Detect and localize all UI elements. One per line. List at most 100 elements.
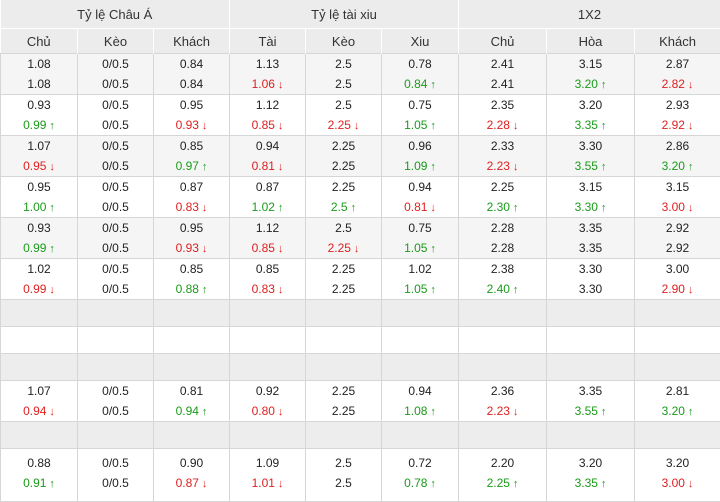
opening-odds: 0.72 xyxy=(382,453,458,473)
arrow-up-icon: ↑ xyxy=(601,406,607,418)
opening-odds: 2.87 xyxy=(635,54,720,74)
odds-value: 0.90 xyxy=(180,456,203,470)
current-odds: 0.88↑ xyxy=(154,279,229,299)
opening-odds: 2.28 xyxy=(459,218,546,238)
current-odds: 0.93↓ xyxy=(154,238,229,258)
odds-value: 3.35 xyxy=(579,221,602,235)
current-odds: 2.30↑ xyxy=(459,197,546,217)
empty-cell xyxy=(154,354,230,381)
opening-odds: 0.75 xyxy=(382,95,458,115)
empty-cell xyxy=(547,354,635,381)
opening-odds: 0.95 xyxy=(154,218,229,238)
opening-odds: 3.20 xyxy=(547,95,634,115)
current-odds: 1.06↓ xyxy=(230,74,305,94)
current-odds: 0/0.5 xyxy=(78,74,153,94)
current-odds: 2.25↓ xyxy=(306,238,381,258)
arrow-up-icon: ↑ xyxy=(202,406,208,418)
odds-value: 3.20 xyxy=(666,456,689,470)
arrow-down-icon: ↓ xyxy=(278,478,284,490)
current-odds: 0.94↑ xyxy=(154,401,229,421)
current-odds: 1.05↑ xyxy=(382,238,458,258)
odds-value: 2.92 xyxy=(666,221,689,235)
odds-value: 2.5 xyxy=(335,77,352,91)
odds-value: 2.93 xyxy=(666,98,689,112)
current-odds: 0.97↑ xyxy=(154,156,229,176)
opening-odds: 2.20 xyxy=(459,453,546,473)
empty-cell xyxy=(78,354,154,381)
current-odds: 1.09↑ xyxy=(382,156,458,176)
opening-odds: 0.81 xyxy=(154,381,229,401)
arrow-up-icon: ↑ xyxy=(430,120,436,132)
opening-odds: 2.5 xyxy=(306,218,381,238)
odds-value: 1.02 xyxy=(27,262,50,276)
empty-cell xyxy=(635,354,720,381)
current-odds: 3.35↑ xyxy=(547,115,634,135)
arrow-up-icon: ↑ xyxy=(430,478,436,490)
column-header-row: Chủ Kèo Khách Tài Kèo Xiu Chủ Hòa Khách xyxy=(1,29,720,54)
current-odds: 1.08↑ xyxy=(382,401,458,421)
arrow-up-icon: ↑ xyxy=(49,120,55,132)
current-odds: 2.25 xyxy=(306,156,381,176)
odds-value: 1.07 xyxy=(27,139,50,153)
opening-odds: 0.78 xyxy=(382,54,458,74)
odds-value: 0.95 xyxy=(27,180,50,194)
empty-row xyxy=(1,354,720,381)
odds-value: 3.35 xyxy=(579,384,602,398)
odds-value: 0.84 xyxy=(404,77,427,91)
current-odds: 0.85↓ xyxy=(230,115,305,135)
arrow-up-icon: ↑ xyxy=(49,478,55,490)
odds-value: 1.02 xyxy=(408,262,431,276)
odds-value: 2.25 xyxy=(328,241,351,255)
odds-value: 2.25 xyxy=(328,118,351,132)
odds-value: 2.28 xyxy=(487,118,510,132)
odds-value: 0.94 xyxy=(23,404,46,418)
odds-value: 0/0.5 xyxy=(102,384,129,398)
opening-odds: 0.90 xyxy=(154,453,229,473)
opening-odds: 2.81 xyxy=(635,381,720,401)
current-odds: 1.05↑ xyxy=(382,279,458,299)
odds-value: 0/0.5 xyxy=(102,180,129,194)
arrow-down-icon: ↓ xyxy=(688,202,694,214)
arrow-up-icon: ↑ xyxy=(351,202,357,214)
odds-value: 3.55 xyxy=(575,404,598,418)
odds-value: 0.87 xyxy=(180,180,203,194)
opening-odds: 0.94 xyxy=(382,177,458,197)
odds-value: 1.00 xyxy=(23,200,46,214)
arrow-down-icon: ↓ xyxy=(278,79,284,91)
arrow-up-icon: ↑ xyxy=(49,202,55,214)
odds-cell: 1.02 1.05↑ xyxy=(382,259,459,300)
current-odds: 0.81↓ xyxy=(230,156,305,176)
current-odds: 3.55↑ xyxy=(547,401,634,421)
col-handicap: Kèo xyxy=(78,29,154,54)
arrow-down-icon: ↓ xyxy=(202,120,208,132)
opening-odds: 0.95 xyxy=(154,95,229,115)
odds-value: 2.86 xyxy=(666,139,689,153)
current-odds: 2.25 xyxy=(306,279,381,299)
arrow-down-icon: ↓ xyxy=(49,284,55,296)
current-odds: 0.84↑ xyxy=(382,74,458,94)
empty-cell xyxy=(306,327,382,354)
opening-odds: 2.25 xyxy=(459,177,546,197)
arrow-down-icon: ↓ xyxy=(202,202,208,214)
arrow-down-icon: ↓ xyxy=(430,202,436,214)
